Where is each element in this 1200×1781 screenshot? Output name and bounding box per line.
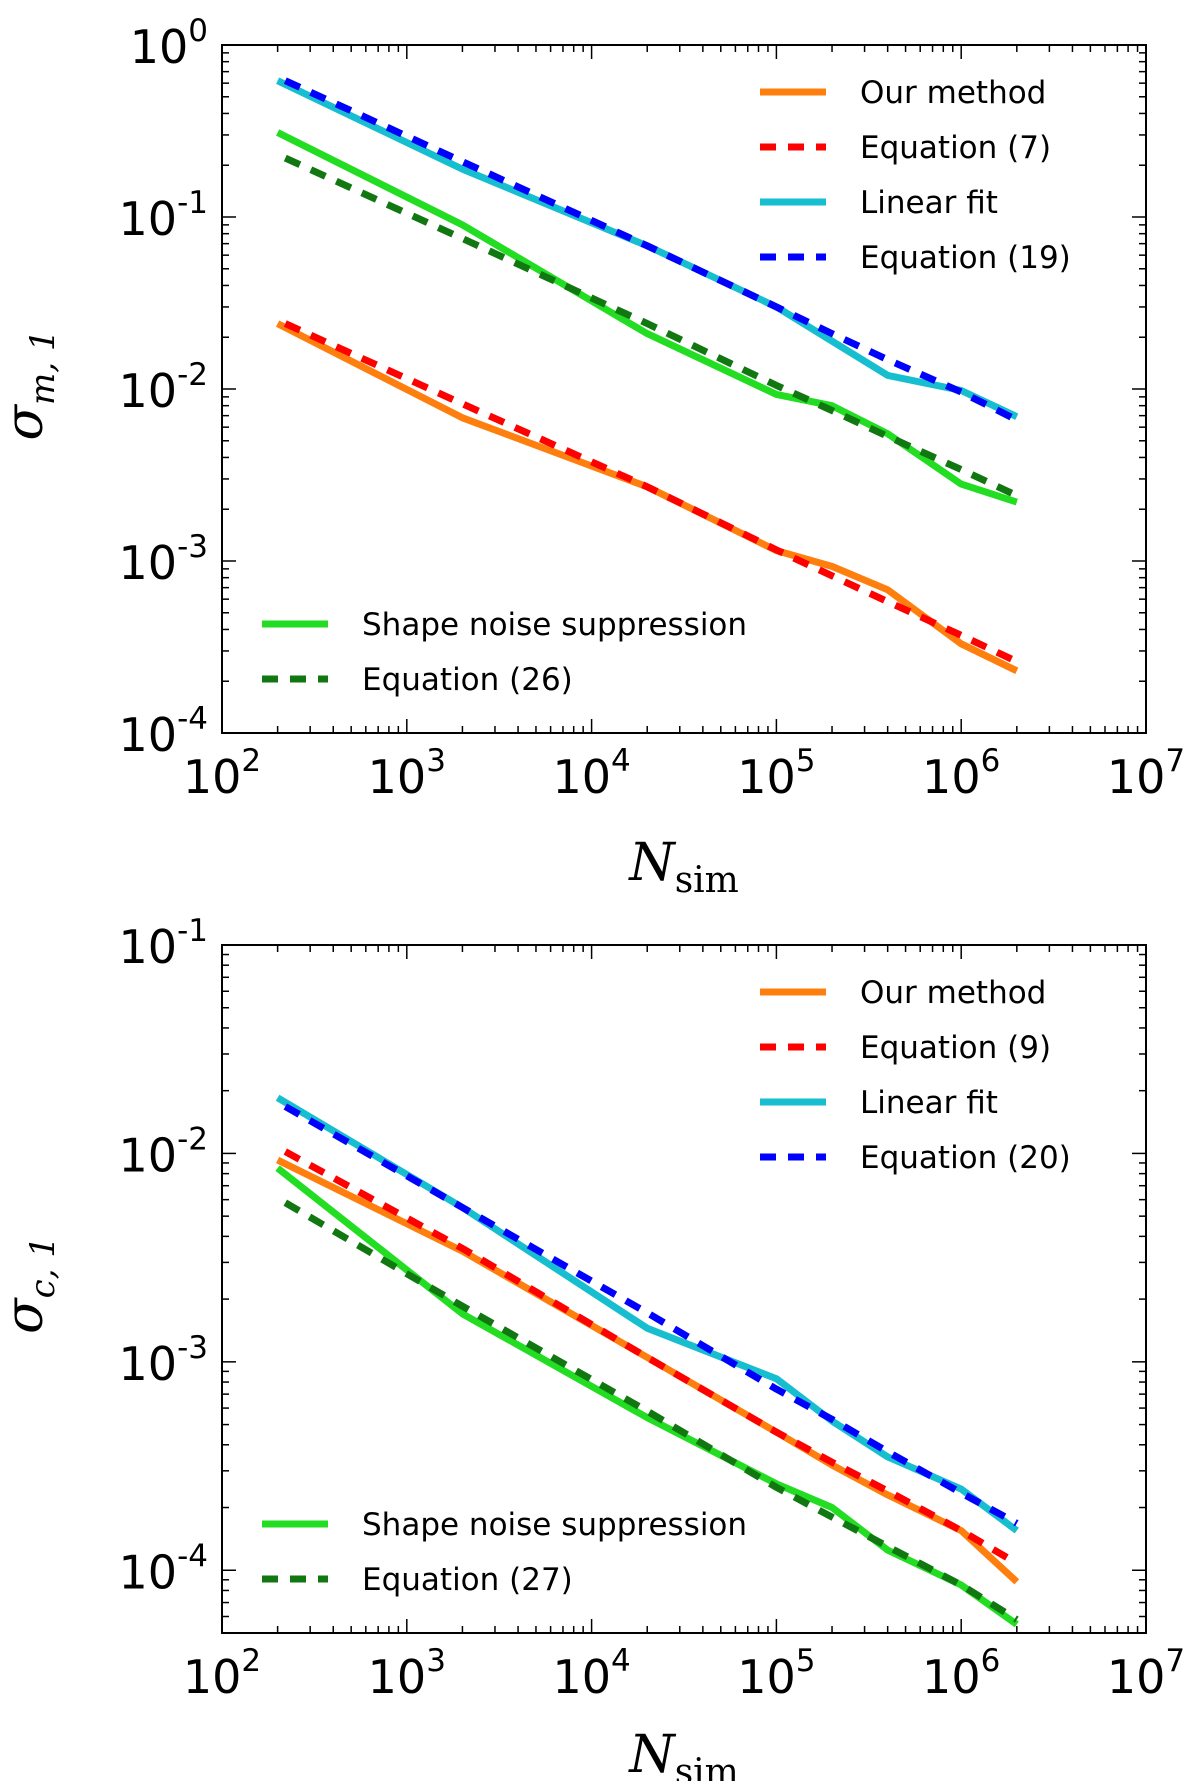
legend-label-eq26: Equation (26) <box>362 662 573 698</box>
series-group <box>276 77 1019 674</box>
series-line-eq7 <box>283 320 1019 665</box>
plot-frame <box>221 944 1147 1634</box>
y-axis-label: σm, 1 <box>0 330 63 441</box>
series-line-eq9 <box>283 1148 1019 1567</box>
y-tick-label: 10-4 <box>119 701 208 762</box>
legend-label-eq20: Equation (20) <box>860 1140 1071 1176</box>
legend-label-lin: Linear fit <box>860 1085 998 1121</box>
y-axis-label: σc, 1 <box>0 1236 63 1334</box>
x-axis-label: Nsim <box>627 1725 739 1781</box>
x-tick-label: 105 <box>737 1643 815 1704</box>
bottom-panel: 102 103 104 105 106 107 10-1 10-2 10-3 10-4 Nsim σc… <box>0 913 1185 1781</box>
y-tick-label: 10-1 <box>119 185 208 246</box>
y-tick-label: 10-2 <box>119 1121 208 1182</box>
y-tick-label: 10-3 <box>119 1330 208 1391</box>
legend-label-our: Our method <box>860 75 1046 111</box>
x-tick-label: 107 <box>1107 1643 1185 1704</box>
top-panel: 102 103 104 105 106 107 100 10-1 10-2 10-3 10-4 Nsi… <box>0 13 1185 901</box>
legend-label-sns: Shape noise suppression <box>362 607 747 643</box>
legend-label-sns: Shape noise suppression <box>362 1507 747 1543</box>
legend-label-eq7: Equation (7) <box>860 130 1051 166</box>
x-tick-label: 104 <box>552 743 630 804</box>
x-tick-label: 102 <box>183 743 261 804</box>
series-group <box>275 1094 1020 1628</box>
x-tick-label: 106 <box>922 743 1000 804</box>
legend-label-eq27: Equation (27) <box>362 1562 573 1598</box>
y-tick-label: 10-1 <box>119 913 208 974</box>
y-tick-label: 100 <box>130 13 208 74</box>
series-line-eq19 <box>283 77 1019 424</box>
y-tick-label: 10-2 <box>119 357 208 418</box>
x-tick-label: 103 <box>368 743 446 804</box>
x-tick-label: 102 <box>183 1643 261 1704</box>
x-tick-label: 106 <box>922 1643 1000 1704</box>
legend-bottom-left: Shape noise suppression Equation (27) <box>262 1507 747 1598</box>
ticks <box>221 944 1147 1634</box>
x-tick-label: 107 <box>1107 743 1185 804</box>
series-line-eq26 <box>283 154 1019 499</box>
y-tick-label: 10-4 <box>119 1538 208 1599</box>
series-line-eq20 <box>283 1103 1019 1527</box>
legend-bottom-left: Shape noise suppression Equation (26) <box>262 607 747 698</box>
legend-label-our: Our method <box>860 975 1046 1011</box>
legend-top-right: Our method Equation (9) Linear fit Equation… <box>760 975 1071 1176</box>
x-tick-label: 104 <box>552 1643 630 1704</box>
legend-label-eq19: Equation (19) <box>860 240 1071 276</box>
legend-label-lin: Linear fit <box>860 185 998 221</box>
ticks <box>221 44 1147 734</box>
y-tick-label: 10-3 <box>119 529 208 590</box>
x-axis-label: Nsim <box>627 833 739 901</box>
series-line-eq27 <box>283 1199 1019 1623</box>
legend-label-eq9: Equation (9) <box>860 1030 1051 1066</box>
x-tick-label: 103 <box>368 1643 446 1704</box>
series-line-our <box>276 320 1019 674</box>
x-tick-label: 105 <box>737 743 815 804</box>
legend-top-right: Our method Equation (7) Linear fit Equation… <box>760 75 1071 276</box>
